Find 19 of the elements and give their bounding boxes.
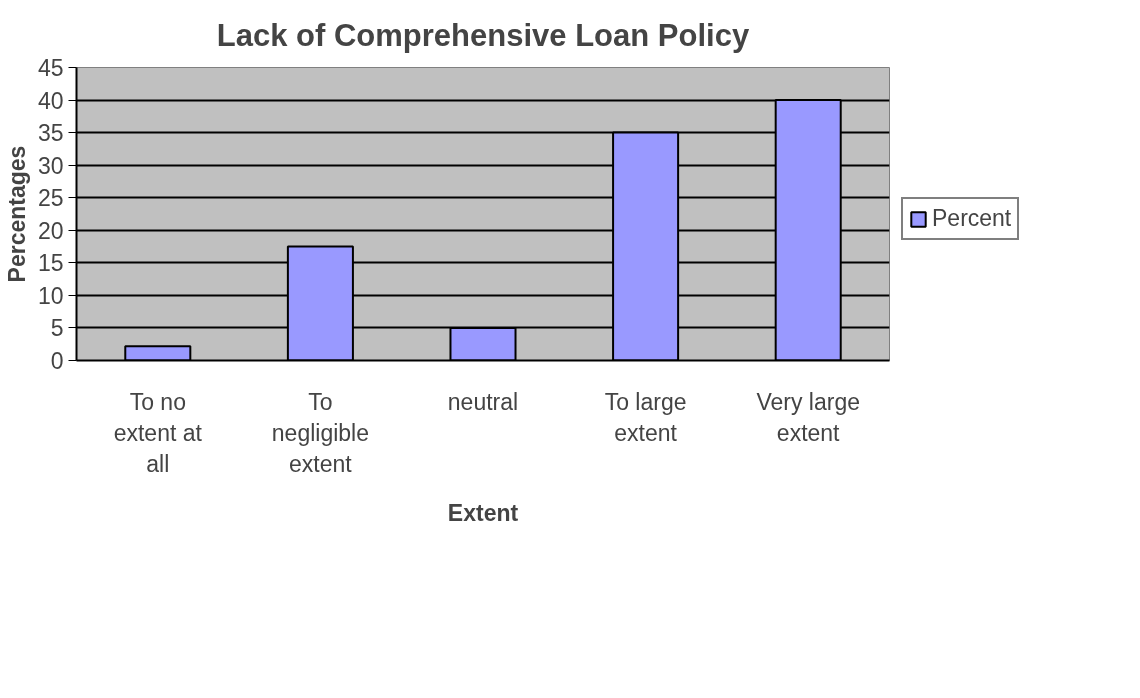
y-tick-label: 0 bbox=[50, 348, 64, 374]
chart-title: Lack of Comprehensive Loan Policy bbox=[216, 17, 750, 53]
y-tick-label: 25 bbox=[37, 185, 64, 212]
y-tick-label: 45 bbox=[37, 55, 64, 81]
y-tick-label: 10 bbox=[37, 282, 64, 309]
y-axis-title: Percentages bbox=[3, 145, 30, 283]
y-tick-label: 5 bbox=[50, 315, 64, 342]
legend-label: Percent bbox=[932, 205, 1012, 232]
y-tick-label: 30 bbox=[37, 152, 64, 179]
y-tick-label: 35 bbox=[37, 120, 64, 147]
x-tick-label: neutral bbox=[447, 388, 519, 415]
x-tick-label: Very large extent bbox=[756, 388, 860, 446]
y-tick-label: 40 bbox=[37, 87, 64, 114]
x-axis-title: Extent bbox=[447, 499, 519, 526]
x-tick-label: To negligible extent bbox=[271, 388, 370, 477]
x-tick-label: To no extent at all bbox=[113, 388, 203, 477]
y-tick-label: 20 bbox=[37, 217, 64, 244]
y-tick-label: 15 bbox=[37, 250, 64, 277]
x-tick-label: To large extent bbox=[604, 388, 687, 446]
